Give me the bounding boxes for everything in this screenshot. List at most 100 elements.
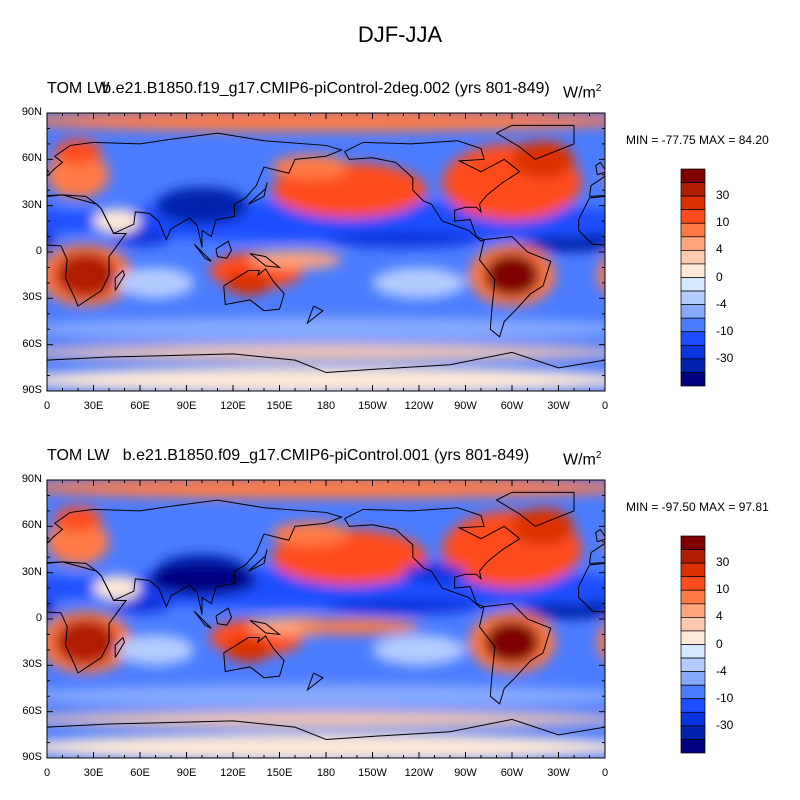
coastline bbox=[497, 125, 575, 159]
lon-tick-label: 90E bbox=[176, 767, 197, 779]
colorbar-label: 4 bbox=[716, 609, 723, 624]
lon-tick-label: 120W bbox=[404, 400, 434, 412]
lon-tick-label: 120E bbox=[220, 400, 246, 412]
field-contour-region bbox=[116, 634, 195, 666]
colorbar-swatch bbox=[680, 603, 706, 618]
units-label: W/m2 bbox=[563, 450, 601, 469]
colorbar-label: 4 bbox=[716, 242, 723, 257]
field-contour-region bbox=[484, 253, 540, 297]
lat-tick-label: 0 bbox=[35, 612, 42, 624]
lon-tick-label: 120W bbox=[404, 767, 434, 779]
colorbar-swatch bbox=[680, 671, 706, 686]
lon-tick-label: 0 bbox=[601, 767, 609, 779]
colorbar-label: 10 bbox=[716, 582, 730, 597]
map-plot bbox=[47, 480, 605, 758]
colorbar-label: 30 bbox=[716, 188, 730, 203]
colorbar-label: 10 bbox=[716, 215, 730, 230]
field-contour-region bbox=[581, 600, 605, 613]
panel-left-title: TOM LW bbox=[47, 80, 110, 97]
colorbar-swatch bbox=[680, 711, 706, 727]
panel-center-title: b.e21.B1850.f19_g17.CMIP6-piControl-2deg… bbox=[102, 80, 550, 97]
coastline bbox=[21, 562, 126, 673]
field-contour-region bbox=[225, 270, 272, 296]
coastline bbox=[216, 608, 232, 625]
lat-tick-label: 60S bbox=[22, 704, 42, 717]
colorbar-swatch bbox=[680, 549, 706, 564]
field-contour-region bbox=[295, 619, 419, 635]
field-contour-region bbox=[47, 741, 78, 754]
field-contour-region bbox=[47, 323, 78, 335]
coastline bbox=[249, 550, 268, 572]
coastline bbox=[326, 719, 800, 739]
field-contour-region bbox=[225, 637, 272, 663]
field-contour-region bbox=[574, 716, 605, 723]
colorbar-label: -10 bbox=[716, 690, 734, 705]
field-contour-region bbox=[47, 483, 78, 493]
coastline bbox=[345, 141, 520, 241]
lat-tick-label: 30S bbox=[22, 658, 42, 671]
lat-tick-label: 90N bbox=[21, 473, 42, 485]
min-max-label: MIN = -77.75 MAX = 84.20 bbox=[626, 133, 769, 147]
figure-title: DJF-JJA bbox=[357, 22, 443, 47]
lon-tick-label: 30W bbox=[547, 400, 570, 412]
coastline bbox=[479, 604, 550, 704]
lon-tick-label: 150W bbox=[358, 400, 387, 412]
colorbar-label: -4 bbox=[716, 663, 727, 678]
colorbar-swatch bbox=[680, 372, 706, 387]
lon-tick-label: 60E bbox=[130, 767, 150, 779]
lon-tick-label: 0 bbox=[43, 400, 51, 412]
lon-tick-label: 0 bbox=[601, 400, 609, 412]
field-contour-region bbox=[574, 741, 605, 754]
coastline bbox=[326, 352, 800, 372]
field-contour-region bbox=[47, 374, 78, 387]
colorbar-label: 30 bbox=[716, 555, 730, 570]
lon-tick-label: 90W bbox=[454, 400, 477, 412]
field-contour-region bbox=[574, 116, 605, 126]
coastline bbox=[224, 636, 284, 678]
field-contour-region bbox=[372, 634, 466, 666]
coastline bbox=[307, 306, 323, 323]
lon-tick-label: 180 bbox=[316, 400, 336, 412]
coastline bbox=[0, 352, 326, 372]
lon-tick-label: 0 bbox=[43, 767, 51, 779]
lon-tick-label: 90W bbox=[454, 767, 477, 779]
field-contour-region bbox=[147, 564, 257, 596]
coastline bbox=[0, 719, 326, 739]
field-contour-region bbox=[47, 344, 605, 361]
coastline bbox=[32, 500, 342, 614]
colorbar-swatch bbox=[680, 562, 706, 578]
coastline bbox=[21, 195, 126, 306]
colorbar-label: -30 bbox=[716, 350, 734, 365]
colorbar-swatch bbox=[680, 725, 706, 740]
field-contour-region bbox=[47, 576, 109, 601]
field-contour-region bbox=[116, 267, 195, 299]
colorbar-swatch bbox=[680, 576, 706, 591]
colorbar-swatch bbox=[680, 739, 706, 754]
colorbar-swatch bbox=[680, 644, 706, 659]
field-contour-region bbox=[574, 323, 605, 335]
lat-tick-label: 60S bbox=[22, 337, 42, 350]
field-contour-region bbox=[54, 619, 117, 666]
coastline bbox=[479, 237, 550, 337]
coastline bbox=[224, 269, 284, 311]
field-contour-region bbox=[47, 690, 78, 702]
field-contour-region bbox=[574, 374, 605, 387]
colorbar bbox=[680, 168, 706, 387]
field-contour-region bbox=[581, 233, 605, 246]
lat-tick-label: 30S bbox=[22, 291, 42, 304]
colorbar-swatch bbox=[680, 617, 706, 632]
field-contour-region bbox=[47, 316, 605, 342]
field-contour-region bbox=[47, 151, 109, 198]
lon-tick-label: 30E bbox=[83, 400, 104, 412]
units-exponent: 2 bbox=[595, 450, 602, 461]
field-contour-region bbox=[47, 116, 78, 126]
field-contour-region bbox=[155, 187, 249, 225]
coastline bbox=[307, 673, 323, 690]
panel-center-title: b.e21.B1850.f09_g17.CMIP6-piControl.001 … bbox=[122, 447, 530, 464]
field-contour-region bbox=[271, 154, 350, 180]
lat-tick-label: 30N bbox=[21, 198, 42, 211]
lat-tick-label: 90S bbox=[22, 384, 42, 396]
coastline bbox=[345, 508, 520, 608]
